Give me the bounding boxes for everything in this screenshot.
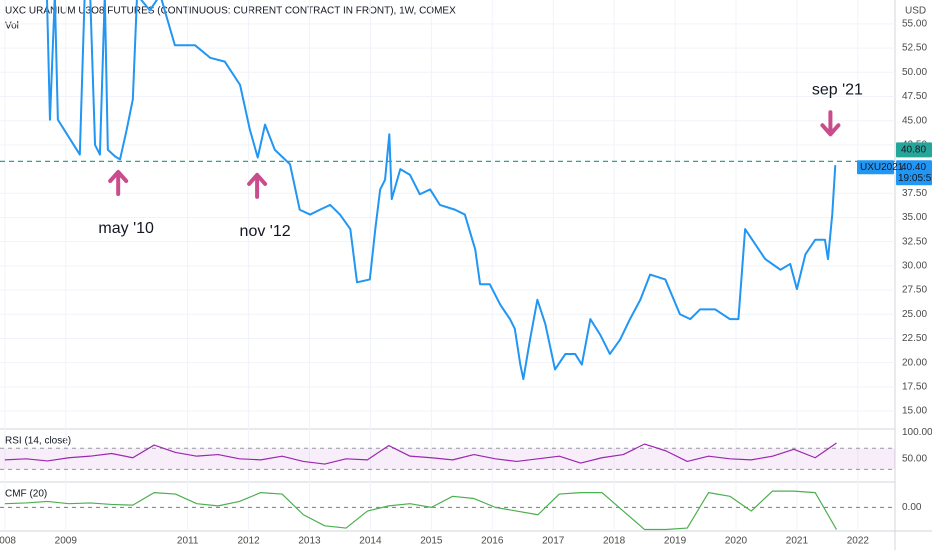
annotation-arrow	[108, 169, 129, 196]
y-tick-label: 25.00	[902, 309, 927, 320]
volume-label: Vol	[5, 21, 19, 32]
y-tick-label: 100.00	[902, 427, 932, 438]
y-tick-label: 52.50	[902, 43, 927, 54]
x-tick-label: 2014	[359, 536, 382, 547]
countdown-label: 19:05:57	[898, 173, 932, 184]
x-tick-label: 2015	[420, 536, 443, 547]
y-tick-label: 45.00	[902, 115, 927, 126]
price-line	[4, 442, 837, 465]
y-tick-label: 22.50	[902, 333, 927, 344]
y-tick-label: 0.00	[902, 502, 922, 513]
y-tick-label: 50.00	[902, 453, 927, 464]
last-price-box	[896, 160, 932, 186]
reference-price-box	[896, 142, 932, 158]
reference-price-label: 40.80	[901, 144, 926, 155]
annotation-text: nov '12	[240, 223, 291, 240]
x-tick-label: 2013	[298, 536, 321, 547]
annotation-text: may '10	[98, 220, 154, 237]
price-line	[46, 0, 837, 381]
x-tick-label: 2008	[0, 536, 16, 547]
annotation-arrow	[820, 110, 841, 137]
chart-title: UXC URANIUM U3O8 FUTURES (CONTINUOUS: CU…	[5, 6, 456, 17]
x-tick-label: 2016	[481, 536, 504, 547]
y-tick-label: 30.00	[902, 261, 927, 272]
y-tick-label: 35.00	[902, 212, 927, 223]
cmf-title: CMF (20)	[5, 489, 47, 500]
y-tick-label: 27.50	[902, 285, 927, 296]
y-tick-label: 20.00	[902, 357, 927, 368]
x-tick-label: 2011	[177, 536, 199, 547]
x-tick-label: 2022	[847, 536, 870, 547]
x-tick-label: 2021	[786, 536, 809, 547]
x-tick-label: 2019	[664, 536, 687, 547]
price-line	[4, 490, 838, 531]
y-tick-label: 15.00	[902, 406, 927, 417]
x-tick-label: 2020	[725, 536, 748, 547]
y-tick-label: 55.00	[902, 19, 927, 30]
y-tick-label: 50.00	[902, 67, 927, 78]
x-tick-label: 2012	[237, 536, 260, 547]
last-price-label: 40.40	[901, 162, 926, 173]
annotation-text: sep '21	[812, 81, 863, 98]
x-tick-label: 2017	[542, 536, 565, 547]
y-tick-label: 47.50	[902, 91, 927, 102]
symbol-box	[857, 160, 894, 175]
symbol-label: UXU2021	[860, 162, 904, 173]
y-tick-label: 17.50	[902, 382, 927, 393]
x-tick-label: 2018	[603, 536, 626, 547]
annotation-arrow	[247, 172, 268, 199]
x-tick-label: 2009	[55, 536, 78, 547]
axis-unit: USD	[905, 6, 926, 17]
y-tick-label: 37.50	[902, 188, 927, 199]
y-tick-label: 32.50	[902, 236, 927, 247]
rsi-title: RSI (14, close)	[5, 436, 71, 447]
